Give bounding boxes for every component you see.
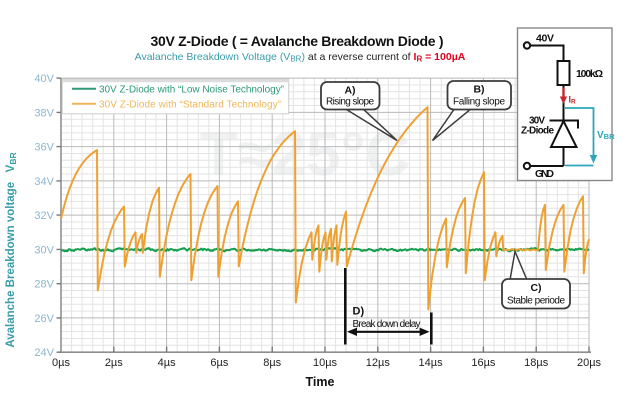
svg-text:Break down delay: Break down delay [353,319,421,330]
svg-text:VBR: VBR [597,130,615,141]
svg-text:Z-Diode: Z-Diode [521,126,554,137]
svg-text:14µs: 14µs [419,357,444,369]
svg-text:Stable periode: Stable periode [507,296,565,307]
svg-text:24V: 24V [34,347,54,359]
svg-text:Falling slope: Falling slope [453,97,505,108]
svg-text:30V: 30V [34,244,54,256]
svg-text:IR: IR [569,95,577,106]
svg-text:40V: 40V [34,73,54,85]
svg-text:16µs: 16µs [471,357,496,369]
svg-text:8µs: 8µs [263,357,281,369]
svg-text:A): A) [344,85,355,97]
svg-text:36V: 36V [34,142,54,154]
svg-text:0µs: 0µs [52,357,70,369]
svg-text:28V: 28V [34,279,54,291]
svg-text:26V: 26V [34,313,54,325]
svg-text:6µs: 6µs [210,357,228,369]
svg-text:34V: 34V [34,176,54,188]
svg-text:30V Z-Diode ( = Avalanche Brea: 30V Z-Diode ( = Avalanche Breakdown Diod… [151,33,444,49]
svg-text:12µs: 12µs [366,357,391,369]
svg-text:30V Z-Diode with “Low Noise Te: 30V Z-Diode with “Low Noise Technology” [99,84,284,95]
svg-text:Avalanche Breakdown voltage: Avalanche Breakdown voltage VBR [5,152,18,347]
svg-text:20µs: 20µs [577,357,602,369]
svg-text:10µs: 10µs [313,357,338,369]
svg-text:B): B) [473,84,484,96]
svg-text:30V: 30V [529,116,545,127]
svg-text:2µs: 2µs [105,357,123,369]
svg-text:38V: 38V [34,107,54,119]
svg-text:D): D) [353,306,365,318]
svg-text:30V Z-Diode with “Standard Tec: 30V Z-Diode with “Standard Technology” [99,99,281,110]
svg-text:4µs: 4µs [158,357,176,369]
svg-text:Avalanche Breakdown Voltage (V: Avalanche Breakdown Voltage (VBR) at a r… [135,51,466,64]
svg-text:18µs: 18µs [524,357,549,369]
svg-text:T≈25°C: T≈25°C [200,120,410,189]
svg-text:GND: GND [535,168,554,180]
svg-text:Rising slope: Rising slope [326,97,374,108]
svg-text:100kΩ: 100kΩ [576,68,603,80]
svg-text:Time: Time [306,375,335,389]
svg-text:32V: 32V [34,210,54,222]
svg-text:C): C) [530,282,541,294]
svg-text:40V: 40V [536,33,554,45]
